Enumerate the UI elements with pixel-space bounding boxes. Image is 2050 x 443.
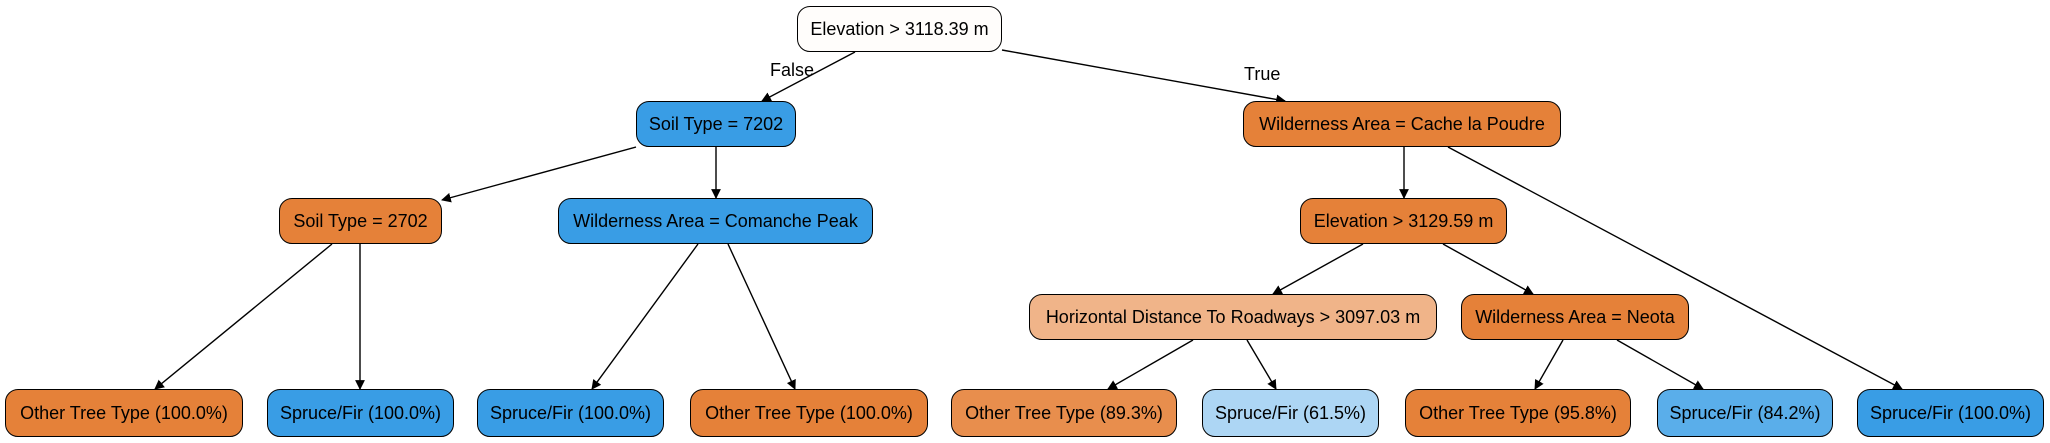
leaf-node-leaf2: Spruce/Fir (100.0%) (267, 389, 454, 437)
edge-wildCache-to-leaf9 (1447, 146, 1903, 390)
leaf-node-leaf5: Other Tree Type (89.3%) (951, 389, 1177, 437)
edge-elev3129-to-wildNeota (1442, 243, 1534, 295)
edge-elev3129-to-horizDist (1272, 243, 1364, 295)
decision-node-soil2702: Soil Type = 2702 (279, 198, 442, 244)
edge-horizDist-to-leaf6 (1246, 339, 1277, 390)
edge-wildNeota-to-leaf8 (1616, 339, 1704, 390)
decision-node-wildNeota: Wilderness Area = Neota (1461, 294, 1689, 340)
leaf-node-leaf6: Spruce/Fir (61.5%) (1202, 389, 1379, 437)
leaf-node-leaf9: Spruce/Fir (100.0%) (1857, 389, 2044, 437)
decision-node-horizDist: Horizontal Distance To Roadways > 3097.0… (1029, 294, 1437, 340)
leaf-node-leaf4: Other Tree Type (100.0%) (690, 389, 928, 437)
decision-node-wildComanche: Wilderness Area = Comanche Peak (558, 198, 873, 244)
edge-wildComanche-to-leaf3 (591, 243, 699, 390)
decision-node-wildCache: Wilderness Area = Cache la Poudre (1243, 101, 1561, 147)
edge-horizDist-to-leaf5 (1107, 339, 1194, 390)
leaf-node-leaf8: Spruce/Fir (84.2%) (1657, 389, 1833, 437)
edge-root-to-soil7202 (761, 51, 856, 102)
edge-wildComanche-to-leaf4 (727, 243, 796, 390)
leaf-node-leaf1: Other Tree Type (100.0%) (5, 389, 243, 437)
edge-soil2702-to-leaf1 (154, 243, 333, 390)
decision-node-elev3129: Elevation > 3129.59 m (1300, 198, 1507, 244)
leaf-node-leaf7: Other Tree Type (95.8%) (1405, 389, 1631, 437)
edge-label-true: True (1244, 64, 1281, 84)
leaf-node-leaf3: Spruce/Fir (100.0%) (477, 389, 664, 437)
edge-root-to-wildCache (1001, 49, 1286, 105)
edge-soil7202-to-soil2702 (441, 146, 637, 203)
decision-node-root: Elevation > 3118.39 m (797, 6, 1002, 52)
edge-wildNeota-to-leaf7 (1534, 339, 1564, 390)
edge-label-false: False (770, 60, 815, 80)
decision-node-soil7202: Soil Type = 7202 (636, 101, 796, 147)
